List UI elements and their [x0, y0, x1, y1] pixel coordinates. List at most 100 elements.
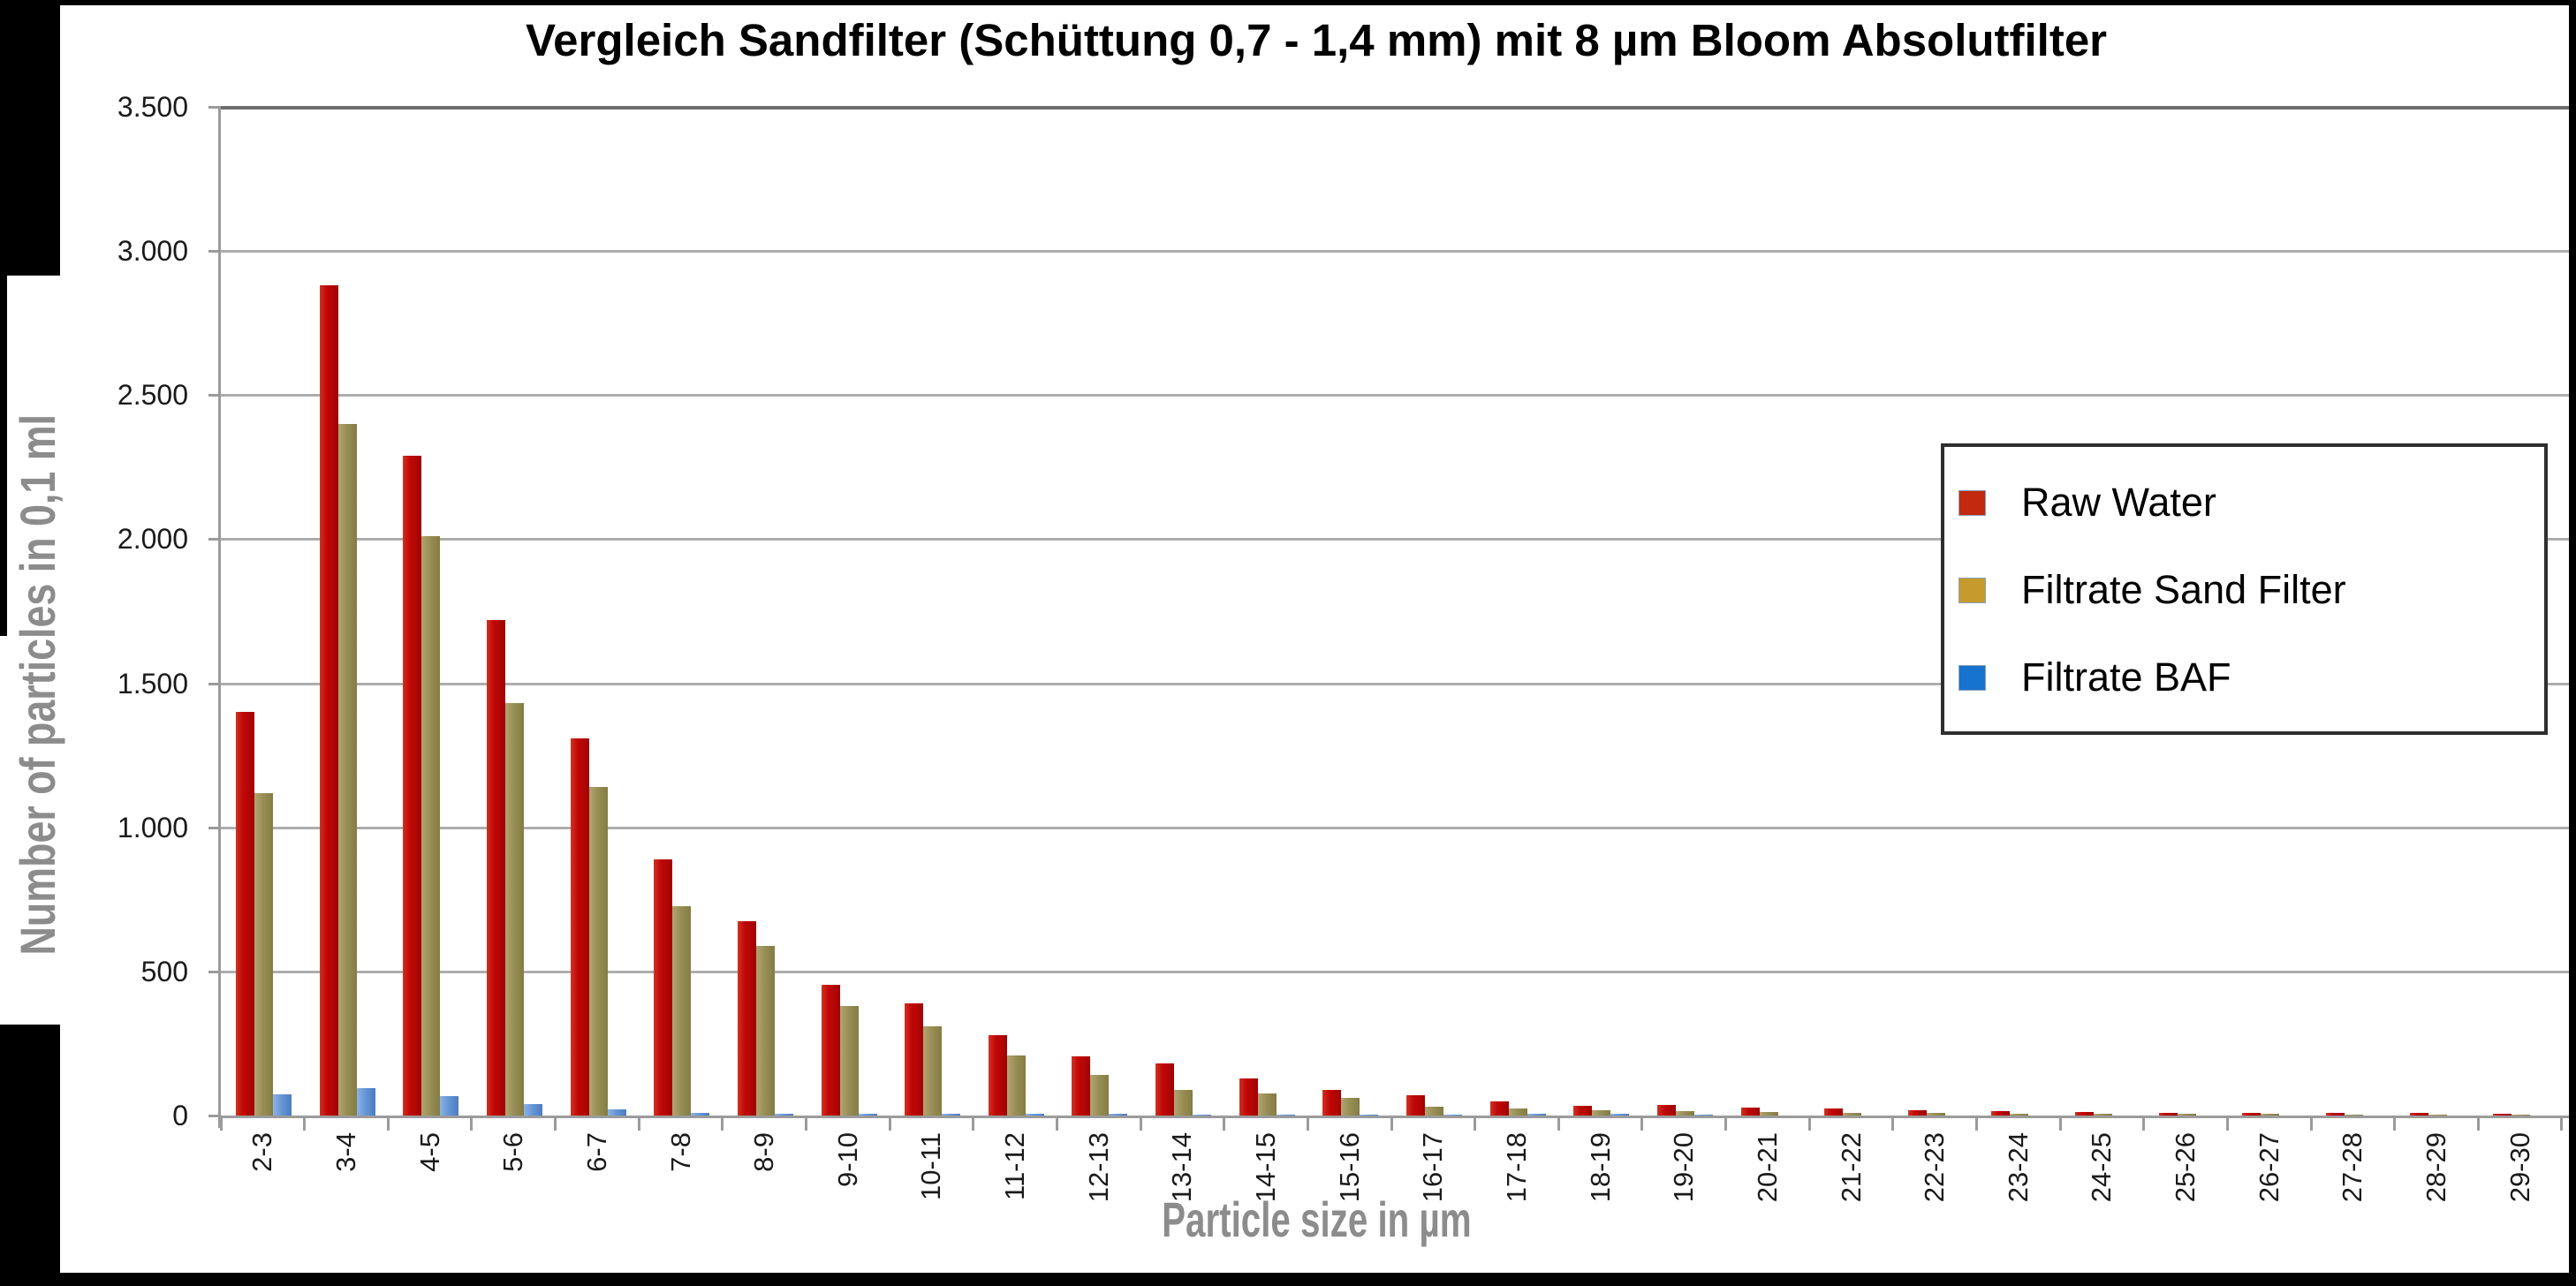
x-category-label: 19-20	[1668, 1132, 1700, 1203]
bar-filtrate-sand-filter-25-26	[2177, 1114, 2196, 1116]
x-axis-tick	[1390, 1118, 1393, 1131]
x-category-label: 17-18	[1500, 1132, 1532, 1203]
bar-filtrate-baf-9-10	[858, 1114, 877, 1116]
bar-filtrate-sand-filter-27-28	[2345, 1114, 2363, 1116]
x-category-label: 16-17	[1417, 1132, 1449, 1203]
x-category-label: 9-10	[831, 1132, 863, 1188]
x-category-label: 6-7	[580, 1132, 612, 1172]
y-axis-tick	[208, 394, 221, 397]
bar-raw-water-8-9	[737, 920, 756, 1116]
x-category-label: 27-28	[2337, 1132, 2368, 1203]
bar-raw-water-11-12	[988, 1034, 1007, 1116]
y-tick-label: 3.000	[117, 235, 188, 268]
bar-filtrate-baf-10-11	[942, 1114, 961, 1116]
legend-item-filtrate-baf: Filtrate BAF	[1944, 654, 2544, 700]
x-category-label: 11-12	[999, 1132, 1031, 1200]
x-category-label: 12-13	[1082, 1132, 1114, 1203]
bar-filtrate-baf-15-16	[1360, 1115, 1379, 1116]
bar-filtrate-baf-4-5	[440, 1096, 459, 1116]
legend-label-raw-water: Raw Water	[2021, 480, 2216, 525]
x-axis-tick	[554, 1118, 557, 1131]
y-axis-tick	[208, 826, 221, 829]
bar-filtrate-sand-filter-26-27	[2261, 1114, 2280, 1116]
bar-filtrate-baf-5-6	[523, 1104, 542, 1116]
bar-raw-water-13-14	[1155, 1063, 1174, 1116]
x-category-label: 14-15	[1250, 1132, 1281, 1203]
bar-filtrate-baf-17-18	[1527, 1114, 1546, 1116]
bar-filtrate-sand-filter-12-13	[1090, 1075, 1110, 1116]
x-axis-title: Particle size in µm	[1161, 1191, 1472, 1247]
bar-raw-water-10-11	[905, 1002, 924, 1116]
gridline	[221, 970, 2576, 973]
bar-raw-water-4-5	[403, 455, 422, 1116]
y-axis-tick	[208, 250, 221, 253]
x-axis-tick	[1139, 1118, 1142, 1131]
legend-label-filtrate-sand-filter: Filtrate Sand Filter	[2021, 567, 2346, 612]
x-axis-tick	[972, 1118, 975, 1131]
bar-filtrate-sand-filter-16-17	[1425, 1107, 1443, 1116]
y-axis-tick	[208, 970, 221, 973]
bar-raw-water-20-21	[1740, 1107, 1760, 1116]
x-category-label: 15-16	[1333, 1132, 1365, 1203]
bar-filtrate-baf-2-3	[273, 1094, 292, 1116]
bar-filtrate-baf-14-15	[1276, 1115, 1295, 1116]
gridline	[221, 106, 2576, 110]
x-category-label: 23-24	[2002, 1132, 2034, 1203]
gridline	[221, 682, 2576, 685]
bar-raw-water-26-27	[2242, 1113, 2262, 1116]
bar-filtrate-sand-filter-10-11	[923, 1025, 943, 1116]
bar-filtrate-baf-8-9	[774, 1114, 793, 1116]
x-axis-line	[221, 1116, 2576, 1118]
chart-title: Vergleich Sandfilter (Schüttung 0,7 - 1,…	[525, 15, 2108, 65]
x-axis-tick	[470, 1118, 474, 1131]
bar-raw-water-15-16	[1322, 1089, 1342, 1116]
bar-filtrate-sand-filter-11-12	[1006, 1055, 1026, 1116]
gridline	[221, 826, 2576, 829]
x-axis-tick	[637, 1118, 640, 1131]
bar-filtrate-baf-12-13	[1109, 1114, 1128, 1116]
y-tick-label: 500	[140, 955, 188, 987]
x-axis-tick	[1055, 1118, 1058, 1131]
bar-raw-water-22-23	[1907, 1110, 1927, 1116]
x-axis-tick	[2393, 1118, 2397, 1131]
x-axis-tick	[1306, 1118, 1309, 1131]
legend-item-raw-water: Raw Water	[1944, 480, 2544, 525]
x-category-label: 10-11	[915, 1132, 947, 1200]
bar-filtrate-sand-filter-9-10	[839, 1006, 859, 1116]
bar-filtrate-sand-filter-13-14	[1174, 1089, 1193, 1116]
legend-swatch-filtrate-baf	[1959, 664, 1986, 691]
y-axis-line	[218, 107, 221, 1128]
bar-raw-water-23-24	[1991, 1110, 2011, 1116]
x-category-label: 24-25	[2086, 1132, 2118, 1203]
letterbox-bottom-strip	[0, 1273, 2576, 1286]
x-axis-tick	[721, 1118, 724, 1131]
y-axis-tick	[208, 682, 221, 685]
y-tick-label: 1.000	[117, 811, 188, 843]
bar-raw-water-3-4	[319, 285, 338, 1116]
bar-filtrate-sand-filter-4-5	[421, 536, 441, 1116]
x-category-label: 20-21	[1751, 1132, 1783, 1203]
bar-raw-water-2-3	[236, 712, 254, 1116]
bar-filtrate-sand-filter-8-9	[755, 945, 775, 1116]
y-tick-label: 2.000	[117, 523, 188, 556]
x-axis-tick	[2058, 1118, 2062, 1131]
x-axis-tick	[1807, 1118, 1811, 1131]
y-tick-label: 0	[172, 1100, 188, 1131]
bar-filtrate-sand-filter-15-16	[1341, 1098, 1360, 1116]
y-tick-label: 3.500	[117, 91, 188, 123]
x-axis-tick	[2560, 1118, 2564, 1131]
bar-filtrate-sand-filter-24-25	[2094, 1114, 2113, 1116]
bar-filtrate-sand-filter-17-18	[1508, 1108, 1527, 1116]
gridline	[221, 538, 2576, 541]
bar-filtrate-baf-7-8	[691, 1112, 710, 1116]
x-axis-tick	[2309, 1118, 2313, 1131]
bar-filtrate-sand-filter-5-6	[504, 703, 524, 1116]
x-category-label: 25-26	[2170, 1132, 2201, 1203]
x-axis-tick	[1640, 1118, 1644, 1131]
x-axis-tick	[386, 1118, 390, 1131]
bar-filtrate-baf-19-20	[1693, 1115, 1713, 1116]
y-tick-label: 2.500	[117, 379, 188, 412]
x-category-label: 2-3	[246, 1132, 278, 1172]
x-axis-tick	[1974, 1118, 1978, 1131]
x-category-label: 26-27	[2253, 1132, 2284, 1203]
